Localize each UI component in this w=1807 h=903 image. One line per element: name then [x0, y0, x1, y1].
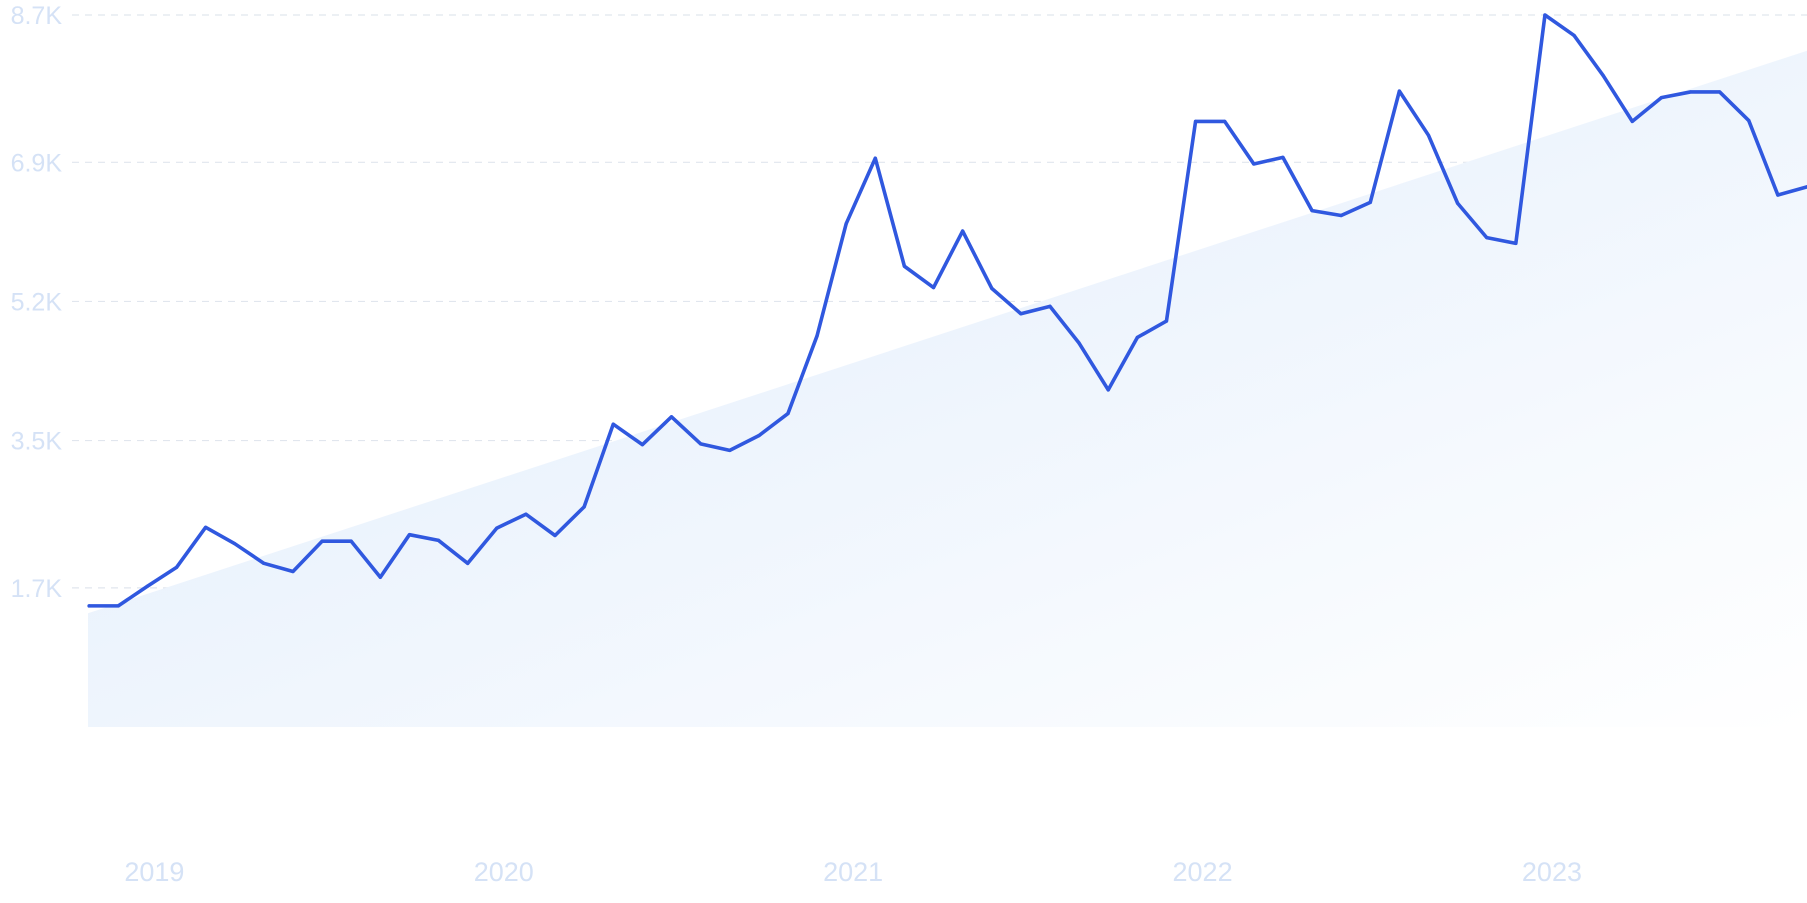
data-point: [990, 286, 994, 290]
data-point: [669, 415, 674, 419]
data-point: [262, 561, 266, 565]
y-tick-label: 1.7K: [11, 575, 63, 603]
data-point: [1135, 335, 1139, 340]
data-point: [815, 334, 819, 338]
data-point: [1485, 236, 1489, 240]
y-tick-label: 8.7K: [11, 2, 63, 30]
data-point: [1659, 96, 1664, 100]
data-point: [1193, 119, 1198, 123]
x-tick-label: 2022: [1173, 857, 1233, 887]
x-tick-label: 2023: [1522, 857, 1582, 887]
data-point: [1601, 73, 1605, 78]
data-point: [320, 539, 324, 543]
data-point: [495, 526, 499, 530]
data-point: [233, 542, 237, 546]
data-point: [1223, 119, 1227, 123]
data-point: [1281, 155, 1285, 159]
data-point: [466, 561, 470, 565]
trend-area-fill: [88, 50, 1807, 727]
data-point: [204, 525, 208, 529]
data-point: [1572, 33, 1576, 38]
data-point: [1048, 304, 1052, 308]
data-point: [1543, 13, 1547, 17]
data-point: [1368, 200, 1372, 205]
data-point: [407, 533, 412, 537]
data-point: [728, 448, 732, 452]
data-point: [931, 285, 936, 290]
data-point: [1019, 312, 1023, 316]
x-axis-ticks: 2019 2020 2021 2022 2023: [124, 857, 1582, 887]
data-point: [1514, 241, 1518, 245]
data-point: [1456, 201, 1460, 205]
data-point: [873, 156, 877, 160]
data-point: [1718, 90, 1722, 94]
data-point: [291, 569, 295, 574]
data-point: [174, 565, 179, 570]
data-point: [1164, 319, 1169, 323]
data-point: [844, 222, 848, 226]
series-lines: [87, 13, 1807, 608]
data-point: [1339, 213, 1343, 218]
data-point: [1426, 133, 1431, 137]
data-points: [87, 13, 1807, 608]
data-point: [1077, 341, 1081, 345]
data-point: [145, 584, 149, 588]
data-point: [1106, 388, 1110, 392]
data-point: [1310, 208, 1314, 213]
x-tick-label: 2020: [474, 857, 534, 887]
data-point: [1776, 193, 1780, 197]
data-point: [1397, 89, 1401, 93]
data-point: [611, 422, 615, 426]
data-point: [378, 575, 382, 579]
data-point: [582, 505, 586, 509]
y-axis-ticks: 1.7K 3.5K 5.2K 6.9K 8.7K: [11, 2, 63, 603]
data-point: [524, 512, 528, 516]
data-point: [436, 538, 441, 543]
data-point: [1688, 90, 1693, 94]
y-tick-label: 6.9K: [11, 149, 63, 177]
data-point: [640, 443, 644, 447]
trend-area: [88, 50, 1807, 727]
x-tick-label: 2021: [823, 857, 883, 887]
data-point: [1747, 118, 1751, 123]
data-point: [757, 434, 761, 438]
y-tick-label: 3.5K: [11, 428, 63, 456]
data-point: [87, 604, 91, 608]
data-point: [1630, 119, 1634, 123]
data-point: [698, 442, 703, 446]
data-point: [553, 533, 557, 538]
x-tick-label: 2019: [124, 857, 184, 887]
data-point: [116, 604, 120, 608]
data-point: [961, 229, 965, 233]
data-point: [349, 539, 353, 543]
series-line: [87, 13, 1807, 608]
y-tick-label: 5.2K: [11, 288, 63, 316]
data-point: [1252, 162, 1256, 166]
data-point: [902, 264, 907, 268]
data-point: [786, 411, 790, 416]
